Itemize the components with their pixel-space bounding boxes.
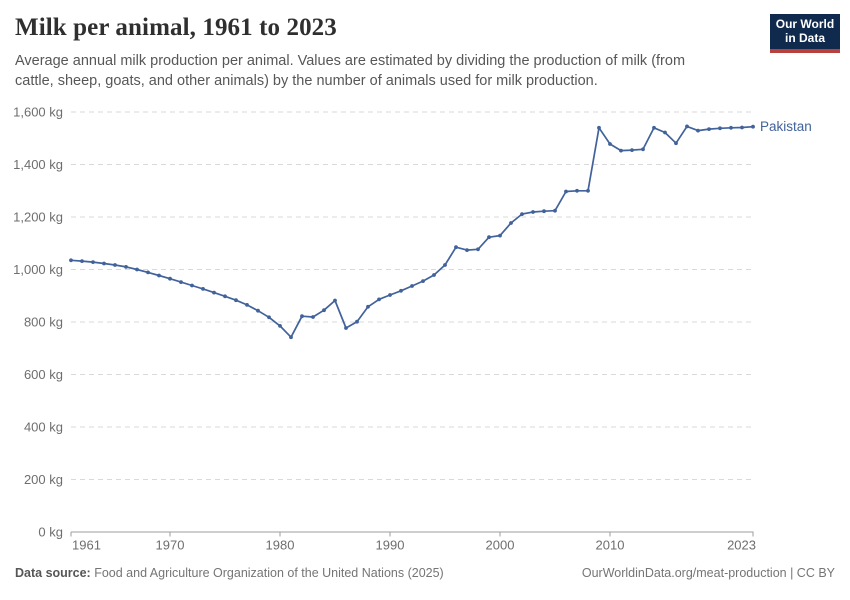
y-tick-label-800: 800 kg: [24, 315, 63, 330]
data-point-2004: [542, 209, 546, 214]
data-point-1993: [421, 279, 425, 283]
data-point-2017: [685, 124, 689, 129]
data-point-1995: [443, 263, 447, 267]
data-point-1994: [432, 273, 436, 277]
data-point-2008: [586, 188, 590, 193]
data-source-label: Data source:: [15, 566, 91, 580]
data-point-1989: [377, 297, 381, 302]
x-tick-label-1961: 1961: [72, 538, 101, 553]
data-point-1976: [234, 298, 238, 303]
owid-logo-box: Our World in Data: [770, 14, 840, 49]
y-tick-label-200: 200 kg: [24, 472, 63, 487]
y-tick-label-0: 0 kg: [38, 525, 63, 540]
data-source-line: Data source: Food and Agriculture Organi…: [15, 566, 444, 580]
data-point-1992: [410, 284, 414, 288]
credit-line: OurWorldinData.org/meat-production | CC …: [581, 566, 835, 580]
data-point-2012: [630, 148, 634, 152]
owid-logo-line2: in Data: [784, 31, 825, 45]
data-point-1977: [245, 303, 249, 307]
owid-logo-redbar: [770, 49, 840, 53]
data-point-1962: [80, 259, 84, 263]
owid-logo: Our World in Data: [770, 14, 840, 53]
data-point-1983: [311, 315, 315, 319]
data-point-2000: [498, 233, 502, 238]
data-point-1999: [487, 235, 491, 240]
x-tick-label-1980: 1980: [266, 538, 295, 553]
data-point-1987: [355, 319, 359, 324]
data-point-2014: [652, 125, 656, 130]
data-point-2018: [696, 128, 700, 133]
data-point-1997: [465, 248, 469, 253]
x-tick-label-1970: 1970: [156, 538, 185, 553]
y-tick-label-1000: 1,000 kg: [13, 262, 63, 277]
data-point-1965: [113, 263, 117, 267]
data-point-2022: [740, 125, 744, 130]
data-point-1979: [267, 315, 271, 320]
x-tick-label-2010: 2010: [596, 538, 625, 553]
data-point-1971: [179, 280, 183, 284]
y-tick-label-600: 600 kg: [24, 367, 63, 382]
data-point-2007: [575, 188, 579, 193]
footer: Data source: Food and Agriculture Organi…: [15, 566, 835, 580]
data-point-1982: [300, 314, 304, 319]
series-line-pakistan: [70, 125, 754, 339]
data-point-1988: [366, 304, 370, 309]
y-tick-label-1600: 1,600 kg: [13, 105, 63, 120]
data-point-1973: [201, 287, 205, 291]
data-point-2016: [674, 141, 678, 146]
data-point-1990: [388, 293, 392, 297]
page-title: Milk per animal, 1961 to 2023: [15, 14, 337, 41]
milk-line-chart: 0 kg 200 kg 400 kg 600 kg 800 kg 1,000 kg 1,20…: [13, 105, 812, 553]
owid-logo-line1: Our World: [775, 17, 835, 31]
data-point-1978: [256, 308, 260, 313]
data-point-1966: [124, 265, 128, 269]
y-tick-label-1200: 1,200 kg: [13, 210, 63, 225]
chart-area: 0 kg 200 kg 400 kg 600 kg 800 kg 1,000 kg 1,20…: [0, 100, 850, 570]
data-point-2013: [641, 147, 645, 152]
data-point-1970: [168, 276, 172, 281]
data-point-1967: [135, 267, 139, 272]
data-point-1981: [289, 335, 293, 340]
data-point-1991: [399, 288, 403, 293]
data-point-1964: [102, 261, 106, 266]
data-point-1969: [157, 273, 161, 278]
data-point-2021: [729, 125, 733, 130]
series-label-pakistan: Pakistan: [760, 119, 812, 134]
data-point-1980: [278, 324, 282, 328]
data-point-2006: [564, 189, 568, 194]
data-point-1961: [69, 258, 73, 263]
data-point-1972: [190, 283, 194, 288]
data-point-1975: [223, 294, 227, 299]
x-tick-label-2000: 2000: [486, 538, 515, 553]
data-point-2023: [751, 124, 755, 129]
data-source-text: Food and Agriculture Organization of the…: [90, 566, 444, 580]
data-point-2019: [707, 127, 711, 131]
data-point-2001: [509, 221, 513, 225]
data-point-1996: [454, 245, 458, 250]
x-tick-label-1990: 1990: [376, 538, 405, 553]
data-point-2011: [619, 148, 623, 153]
y-tick-label-400: 400 kg: [24, 420, 63, 435]
chart-subtitle: Average annual milk production per anima…: [15, 53, 686, 89]
data-point-2020: [718, 126, 722, 131]
data-point-2002: [520, 212, 524, 216]
data-point-2015: [663, 130, 667, 135]
data-point-1974: [212, 290, 216, 295]
data-point-2005: [553, 208, 557, 213]
data-point-1968: [146, 270, 150, 275]
data-point-1986: [344, 326, 348, 330]
data-point-1985: [333, 298, 337, 303]
data-point-1963: [91, 260, 95, 264]
data-point-2003: [531, 210, 535, 214]
data-point-2009: [597, 125, 601, 130]
data-point-2010: [608, 142, 612, 146]
data-point-1998: [476, 247, 480, 252]
data-point-1984: [322, 308, 326, 313]
y-tick-label-1400: 1,400 kg: [13, 157, 63, 172]
x-tick-label-2023: 2023: [727, 538, 756, 553]
